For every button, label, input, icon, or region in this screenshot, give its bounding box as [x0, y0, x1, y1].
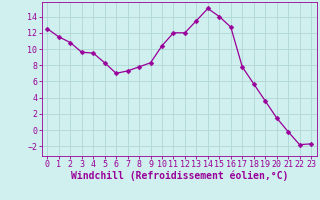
X-axis label: Windchill (Refroidissement éolien,°C): Windchill (Refroidissement éolien,°C): [70, 171, 288, 181]
